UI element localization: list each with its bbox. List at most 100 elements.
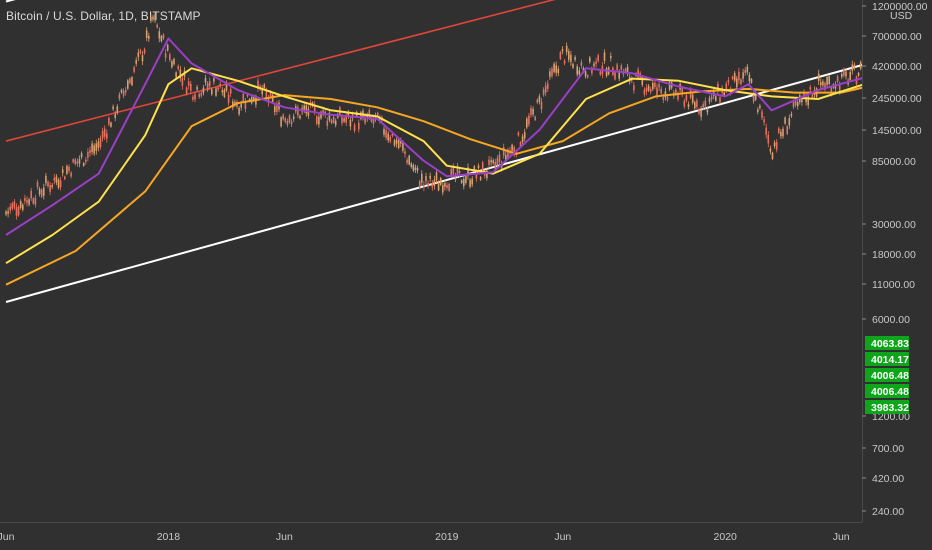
candle-body — [868, 60, 870, 67]
candle-body — [120, 89, 123, 93]
candle-body — [303, 105, 305, 111]
candle-body — [523, 132, 526, 139]
candle-body — [532, 108, 534, 115]
candle-body — [213, 78, 215, 82]
ma-slow-line[interactable] — [5, 0, 932, 286]
candle-body — [221, 90, 224, 93]
candle-body — [477, 165, 480, 169]
candle-body — [332, 116, 335, 123]
candle-body — [95, 143, 98, 151]
candle-body — [857, 72, 860, 76]
ma-fast-line[interactable] — [5, 0, 932, 236]
candle-body — [788, 118, 791, 126]
candle-body — [49, 185, 51, 192]
candle-body — [395, 139, 398, 144]
candle-body — [85, 159, 87, 162]
channel-mid-line[interactable] — [5, 0, 932, 142]
level-tag-label: 4063.83 — [871, 338, 909, 350]
time-tick-label: Jun — [554, 531, 571, 543]
candle-body — [112, 106, 114, 109]
candle-body — [154, 14, 156, 21]
candle-body — [114, 114, 116, 118]
candle-body — [843, 69, 845, 76]
channel-lower-line[interactable] — [5, 0, 932, 303]
candle-body — [841, 73, 843, 77]
candle-body — [750, 78, 753, 83]
candle-body — [469, 179, 471, 187]
candle-body — [431, 183, 434, 188]
candle-body — [162, 34, 165, 39]
time-tick-label: 2020 — [714, 531, 738, 543]
candle-body — [822, 81, 824, 86]
candle-body — [91, 143, 93, 152]
candle-body — [412, 165, 415, 171]
candle-body — [334, 120, 337, 126]
candle-body — [584, 71, 587, 77]
candle-body — [416, 168, 419, 171]
time-axis[interactable]: Jun2018Jun2019Jun2020Jun2021Jun2022Jun — [0, 522, 932, 544]
candle-body — [702, 104, 704, 108]
ma-mid-line[interactable] — [5, 0, 932, 265]
candle-body — [849, 71, 851, 80]
candle-body — [637, 69, 639, 78]
candle-body — [614, 71, 616, 80]
candle-body — [150, 16, 152, 22]
channel-upper-line[interactable] — [5, 0, 932, 3]
level-tag-label: 4006.48 — [871, 370, 909, 382]
candle-body — [668, 82, 671, 90]
candle-body — [473, 166, 476, 171]
candle-body — [475, 172, 478, 179]
chart-title: Bitcoin / U.S. Dollar, 1D, BITSTAMP — [6, 9, 201, 23]
candle-body — [519, 142, 522, 147]
candle-body — [456, 165, 459, 175]
candle-body — [173, 58, 175, 65]
candle-body — [498, 154, 501, 162]
candle-body — [253, 97, 255, 100]
candle-body — [568, 51, 570, 60]
candle-body — [685, 95, 688, 101]
candle-body — [93, 145, 95, 154]
candle-body — [238, 107, 240, 115]
candle-body — [820, 82, 822, 86]
candle-body — [494, 161, 497, 171]
candle-body — [242, 94, 245, 102]
candle-body — [345, 115, 347, 123]
candle-body — [864, 64, 866, 70]
time-tick-label: 2018 — [157, 531, 181, 543]
candle-body — [145, 30, 148, 38]
candle-body — [276, 104, 278, 112]
candle-body — [313, 104, 316, 112]
candle-body — [505, 155, 507, 160]
candle-body — [826, 76, 828, 85]
candle-body — [26, 200, 28, 203]
candle-body — [229, 88, 232, 94]
candle-body — [574, 57, 576, 60]
candle-body — [752, 93, 755, 102]
candle-body — [551, 68, 553, 77]
time-tick-label: 2019 — [435, 531, 459, 543]
candle-body — [845, 71, 847, 77]
price-tick-label: 85000.00 — [872, 156, 916, 168]
candle-body — [38, 189, 41, 195]
candle-body — [234, 101, 236, 105]
level-tag — [865, 352, 909, 366]
candle-body — [211, 89, 213, 95]
candle-body — [215, 88, 217, 96]
candle-body — [89, 150, 91, 154]
candle-body — [570, 54, 572, 62]
candle-body — [435, 172, 438, 180]
candle-body — [790, 113, 793, 116]
candle-body — [141, 55, 144, 62]
candle-body — [616, 64, 618, 71]
price-tick-label: 245000.00 — [872, 93, 922, 105]
level-tag — [865, 368, 909, 382]
price-axis[interactable]: 1200000.00 700000.00 420000.00 245000.00 145… — [862, 0, 928, 522]
candle-body — [618, 71, 620, 79]
candle-body — [549, 71, 551, 77]
plot-area[interactable] — [5, 0, 932, 303]
candle-body — [463, 179, 465, 187]
candle-body — [103, 128, 106, 137]
candle-body — [53, 177, 56, 181]
candle-body — [647, 85, 650, 91]
